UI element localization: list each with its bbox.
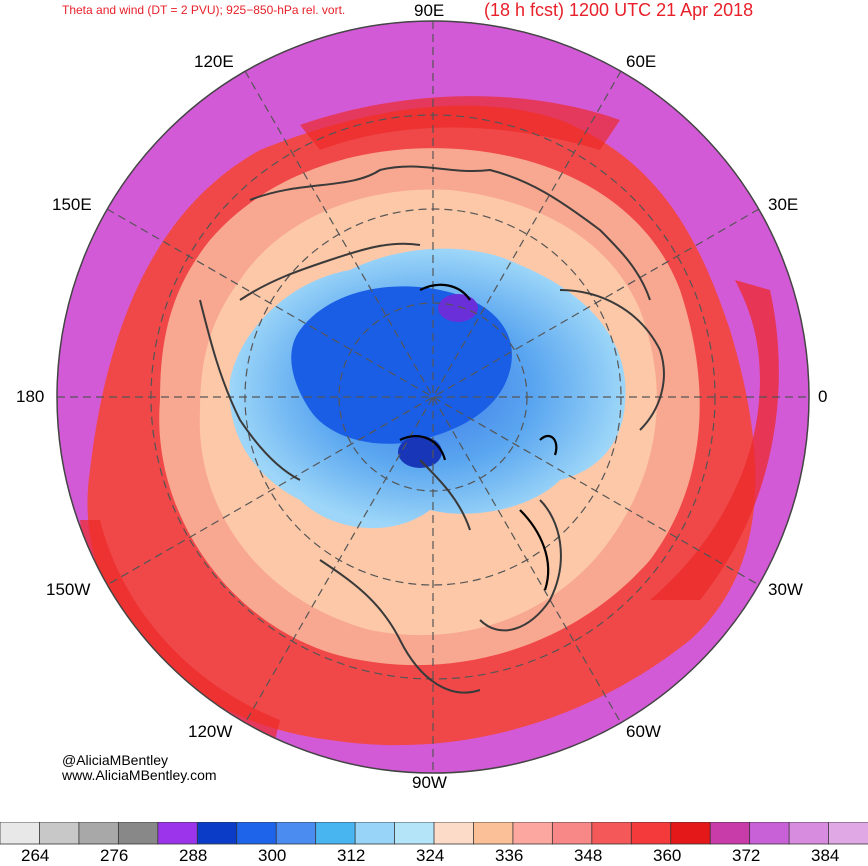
colorbar-swatch [39,822,80,845]
map-title-left: Theta and wind (DT = 2 PVU); 925−850-hPa… [62,3,346,17]
field-cold-spot-2 [398,436,442,468]
colorbar-swatch [433,822,475,845]
field-red-jet-north [300,96,620,150]
field-coldest-spot [438,294,478,322]
colorbar-swatch [394,822,435,845]
colorbar-label: 348 [574,846,603,865]
colorbar-swatch [78,822,120,845]
colorbar-label: 288 [179,846,208,865]
colorbar [0,822,868,845]
colorbar-swatch [630,822,672,845]
colorbar-label: 384 [811,846,840,865]
field-cold-core [291,286,512,444]
lon-label-60w: 60W [626,722,661,741]
colorbar-swatch [354,822,396,845]
lon-label-90e: 90E [414,1,445,20]
colorbar-swatch [828,822,868,845]
lon-label-150w: 150W [46,580,91,599]
colorbar-swatch [749,822,790,845]
colorbar-swatch [591,822,633,845]
colorbar-swatch [473,822,514,845]
colorbar-label: 264 [21,846,50,865]
colorbar-swatch [709,822,751,845]
graticule [57,21,809,773]
colorbar-swatch [196,822,238,845]
colorbar-label: 360 [653,846,682,865]
vorticity-contours [399,283,558,591]
colorbar-swatch [157,822,199,845]
colorbar-swatch [0,822,41,845]
lon-label-90w: 90W [412,773,447,792]
colorbar-label: 300 [258,846,287,865]
field-red-jet-sw [80,520,280,760]
colorbar-swatch [236,822,278,845]
lon-label-30w: 30W [768,580,803,599]
polar-map [56,20,810,774]
credit-website: www.AliciaMBentley.com [62,767,217,783]
colorbar-swatch [117,822,159,845]
lon-label-60e: 60E [626,52,657,71]
colorbar-swatch [670,822,712,845]
credit-handle: @AliciaMBentley [62,752,169,768]
coastlines [199,165,665,694]
colorbar-label: 312 [337,846,366,865]
colorbar-label: 372 [732,846,761,865]
lon-label-180: 180 [16,387,45,406]
lon-label-120e: 120E [194,52,234,71]
colorbar-swatch [512,822,554,845]
lon-label-120w: 120W [188,722,233,741]
colorbar-swatch [275,822,317,845]
lon-label-150e: 150E [52,195,92,214]
colorbar-swatch [315,822,356,845]
lon-label-0: 0 [818,387,828,406]
map-title-right: (18 h fcst) 1200 UTC 21 Apr 2018 [484,0,754,20]
colorbar-swatch [551,822,593,845]
colorbar-label: 324 [416,846,445,865]
map-disk-outline [56,20,810,774]
field-red-jet-east [650,280,779,600]
lon-label-30e: 30E [768,195,799,214]
colorbar-label: 276 [100,846,129,865]
colorbar-label: 336 [495,846,524,865]
colorbar-swatch [788,822,830,845]
